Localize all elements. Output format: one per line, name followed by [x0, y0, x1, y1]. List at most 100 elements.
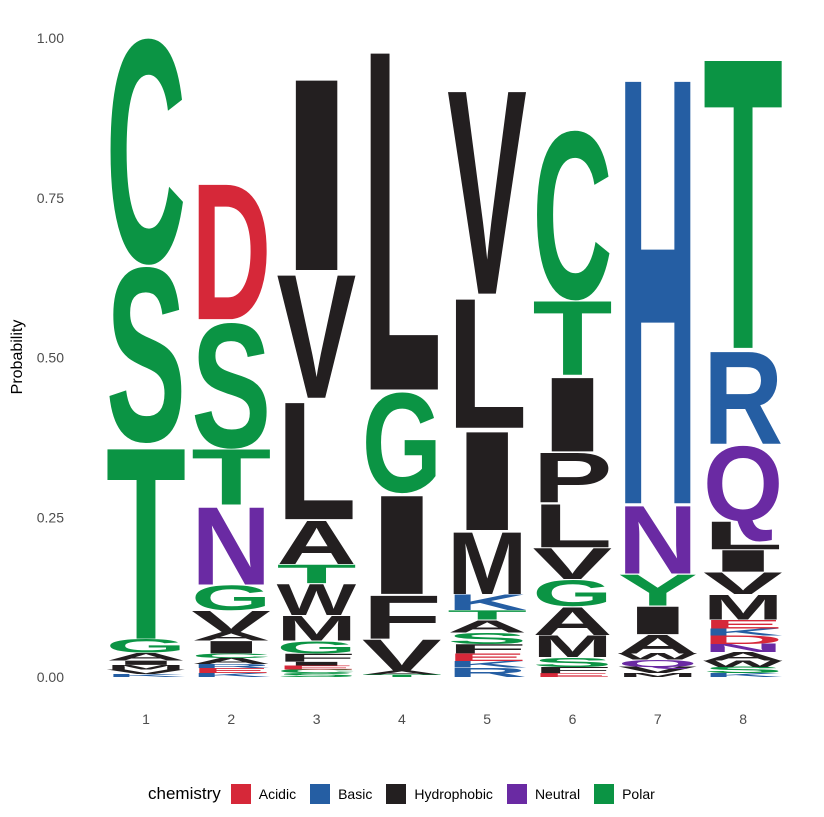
- logo-letter: S: [277, 672, 357, 678]
- y-tick-label: 0.50: [37, 350, 64, 366]
- logo-letter: H: [618, 0, 698, 634]
- x-tick-label: 5: [483, 711, 491, 727]
- legend-label-acidic: Acidic: [258, 786, 297, 802]
- logo-letter: K: [447, 659, 527, 669]
- logo-letter: S: [703, 665, 783, 675]
- logo-letter: W: [618, 652, 698, 662]
- logo-letter: I: [447, 402, 527, 560]
- logo-letter: R: [703, 323, 783, 472]
- logo-letter: L: [362, 0, 442, 493]
- logo-letter: N: [191, 485, 271, 608]
- y-tick-label: 0.25: [37, 509, 64, 525]
- legend-swatch-hydrophobic: [386, 784, 407, 804]
- logo-letter: V: [191, 604, 271, 639]
- logo-letter: G: [277, 637, 357, 657]
- logo-letter: I: [533, 355, 613, 474]
- logo-letter: F: [362, 582, 442, 652]
- logo-letter: V: [703, 566, 783, 601]
- logo-letter: G: [106, 635, 186, 657]
- legend-label-hydrophobic: Hydrophobic: [414, 786, 493, 802]
- logo-letter: A: [703, 650, 783, 663]
- legend-item-polar: Polar: [594, 784, 655, 804]
- logo-letter: I: [191, 637, 271, 657]
- x-tick-label: 7: [654, 711, 662, 727]
- logo-letter: K: [106, 673, 186, 678]
- logo-letter: T: [191, 432, 271, 521]
- logo-letter: E: [447, 652, 527, 664]
- logo-letter: P: [533, 438, 613, 517]
- logo-letter: N: [703, 642, 783, 655]
- logo-letter: M: [447, 513, 527, 613]
- logo-letter: M: [533, 629, 613, 664]
- logo-letter: I: [703, 544, 783, 579]
- logo-letter: M: [618, 672, 698, 678]
- logo-letter: V: [618, 665, 698, 675]
- logo-letter: T: [703, 0, 783, 437]
- logo-letter: A: [191, 656, 271, 666]
- x-tick-label: 2: [227, 711, 235, 727]
- logo-letter: V: [533, 539, 613, 589]
- logo-letter: A: [447, 616, 527, 636]
- y-tick-label: 0.75: [37, 190, 64, 206]
- x-tick-label: 1: [142, 711, 150, 727]
- legend-label-neutral: Neutral: [534, 786, 581, 802]
- logo-letter: W: [277, 575, 357, 624]
- logo-letter: Y: [618, 566, 698, 616]
- x-tick-label: 6: [569, 711, 577, 727]
- logo-letter: S: [447, 630, 527, 648]
- logo-letter: F: [533, 665, 613, 675]
- logo-letter: L: [277, 366, 357, 555]
- logo-letter: V: [447, 30, 527, 356]
- logo-letter: M: [106, 664, 186, 671]
- legend-title: chemistry: [148, 784, 221, 803]
- legend: chemistry Acidic Basic Hydrophobic Neutr…: [148, 780, 669, 808]
- logo-letter: K: [447, 590, 527, 615]
- legend-item-hydrophobic: Hydrophobic: [386, 784, 493, 804]
- logo-letter: W: [703, 659, 783, 669]
- legend-swatch-acidic: [230, 784, 251, 804]
- logo-letter: A: [277, 509, 357, 578]
- logo-letter: I: [106, 659, 186, 666]
- logo-letter: S: [106, 216, 186, 494]
- logo-letter: T: [362, 674, 442, 678]
- logo-letter: V: [277, 238, 357, 436]
- logo-letter: S: [191, 288, 271, 486]
- legend-label-polar: Polar: [622, 786, 655, 802]
- logo-letter: F: [277, 651, 357, 664]
- logo-letter: A: [533, 599, 613, 644]
- logo-letter: Q: [618, 658, 698, 669]
- logo-letter: I: [277, 661, 357, 667]
- x-tick-label: 4: [398, 711, 406, 727]
- legend-item-neutral: Neutral: [506, 784, 581, 804]
- logo-letter: I: [618, 598, 698, 643]
- logo-letter: V: [362, 631, 442, 681]
- y-tick-label: 1.00: [37, 30, 64, 46]
- logo-letter: R: [191, 663, 271, 669]
- logo-letter: G: [362, 365, 442, 523]
- logo-letter: T: [533, 279, 613, 398]
- logo-letter: T: [106, 390, 186, 698]
- x-tick-labels: 1 2 3 4 5 6 7 8: [142, 711, 747, 727]
- x-tick-label: 3: [313, 711, 321, 727]
- logo-letter: C: [106, 0, 186, 330]
- y-tick-labels: 0.00 0.25 0.50 0.75 1.00: [37, 30, 64, 685]
- logo-letter: E: [191, 667, 271, 675]
- logo-letter: I: [277, 21, 357, 329]
- logo-letter: L: [447, 260, 527, 468]
- logo-letter: A: [362, 670, 442, 676]
- logo-letter: I: [362, 466, 442, 624]
- logo-stacks: KVMIAGTSCKERACIAVGNTSDSCEIFGMWTALVITAVFI…: [106, 0, 783, 697]
- logo-letter: E: [533, 672, 613, 678]
- legend-item-acidic: Acidic: [230, 784, 297, 804]
- logo-letter: C: [533, 81, 613, 349]
- logo-letter: D: [191, 142, 271, 361]
- logo-letter: E: [703, 617, 783, 631]
